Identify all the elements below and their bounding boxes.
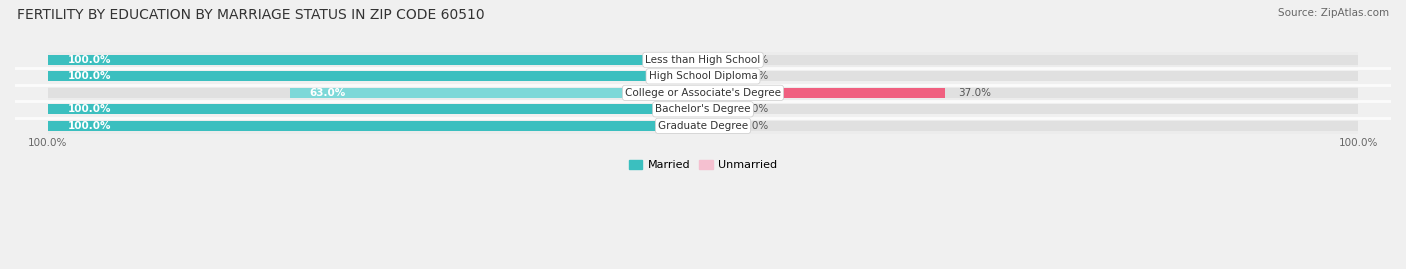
Bar	[48, 118, 1358, 134]
Text: Bachelor's Degree: Bachelor's Degree	[655, 104, 751, 114]
Bar	[48, 104, 703, 114]
Bar	[48, 55, 703, 65]
Text: 63.0%: 63.0%	[309, 88, 346, 98]
Bar	[48, 121, 703, 131]
Text: 100.0%: 100.0%	[67, 55, 111, 65]
Text: 0.0%: 0.0%	[742, 71, 769, 81]
Bar	[703, 104, 1358, 114]
Bar	[703, 104, 735, 114]
Text: FERTILITY BY EDUCATION BY MARRIAGE STATUS IN ZIP CODE 60510: FERTILITY BY EDUCATION BY MARRIAGE STATU…	[17, 8, 485, 22]
Bar	[48, 52, 1358, 68]
Text: 0.0%: 0.0%	[742, 121, 769, 131]
Text: 100.0%: 100.0%	[67, 71, 111, 81]
Bar	[48, 68, 1358, 84]
Bar	[48, 71, 703, 82]
Text: 0.0%: 0.0%	[742, 55, 769, 65]
Text: Graduate Degree: Graduate Degree	[658, 121, 748, 131]
Text: 37.0%: 37.0%	[959, 88, 991, 98]
Bar	[290, 88, 703, 98]
Bar	[48, 101, 1358, 118]
Bar	[703, 55, 735, 65]
Text: Source: ZipAtlas.com: Source: ZipAtlas.com	[1278, 8, 1389, 18]
Legend: Married, Unmarried: Married, Unmarried	[624, 155, 782, 175]
Text: College or Associate's Degree: College or Associate's Degree	[626, 88, 780, 98]
Text: Less than High School: Less than High School	[645, 55, 761, 65]
Bar	[48, 84, 1358, 101]
Bar	[703, 121, 1358, 131]
Bar	[48, 55, 703, 65]
Text: 0.0%: 0.0%	[742, 104, 769, 114]
Bar	[703, 71, 735, 82]
Text: 100.0%: 100.0%	[67, 121, 111, 131]
Bar	[703, 121, 735, 131]
Text: 100.0%: 100.0%	[67, 104, 111, 114]
Text: High School Diploma: High School Diploma	[648, 71, 758, 81]
Bar	[48, 88, 703, 98]
Bar	[48, 104, 703, 114]
Bar	[48, 71, 703, 82]
Bar	[703, 88, 1358, 98]
Bar	[48, 121, 703, 131]
Bar	[703, 88, 945, 98]
Bar	[703, 71, 1358, 82]
Bar	[703, 55, 1358, 65]
